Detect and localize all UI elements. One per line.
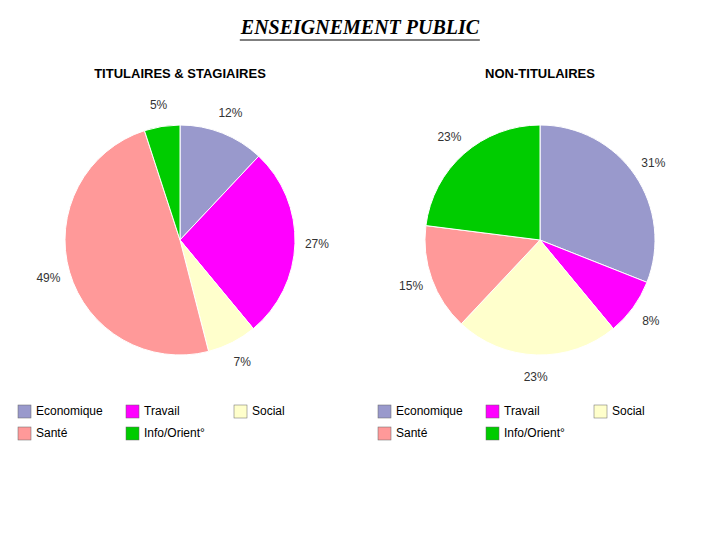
data-label: 27%: [305, 237, 329, 251]
data-label: 8%: [642, 314, 660, 328]
legend-item: Social: [594, 404, 645, 418]
pie-slice: [144, 125, 180, 240]
legend-label: Economique: [36, 404, 103, 418]
legend-label: Santé: [396, 426, 428, 440]
legend-item: Economique: [18, 404, 103, 418]
legend: Economique Travail Social Santé Info/Orient°: [378, 404, 645, 440]
legend-label: Travail: [504, 404, 540, 418]
pie-slice: [425, 226, 540, 324]
legend-swatch: [378, 405, 391, 418]
pie-slice: [65, 131, 209, 355]
legend: Economique Travail Social Santé Info/Orient°: [18, 404, 285, 440]
legend-swatch: [18, 427, 31, 440]
data-labels: 31% 8% 23% 15% 23%: [399, 130, 666, 384]
chart-title: TITULAIRES & STAGIAIRES: [94, 66, 266, 81]
data-label: 7%: [234, 355, 252, 369]
data-labels: 12% 27% 7% 49% 5%: [36, 98, 329, 369]
pie-panel: TITULAIRES & STAGIAIRES 12% 27% 7% 49% 5% Econ…: [18, 66, 329, 440]
legend-item: Travail: [126, 404, 180, 418]
slices: [65, 125, 295, 355]
legend-swatch: [18, 405, 31, 418]
legend-swatch: [126, 405, 139, 418]
legend-item: Info/Orient°: [126, 426, 205, 440]
legend-label: Economique: [396, 404, 463, 418]
data-label: 23%: [437, 130, 461, 144]
data-label: 5%: [150, 98, 168, 112]
title: ENSEIGNEMENT PUBLIC: [240, 16, 480, 38]
legend-swatch: [126, 427, 139, 440]
legend-label: Social: [612, 404, 645, 418]
legend-item: Santé: [378, 426, 428, 440]
legend-label: Santé: [36, 426, 68, 440]
legend-swatch: [378, 427, 391, 440]
data-label: 12%: [218, 106, 242, 120]
data-label: 15%: [399, 279, 423, 293]
legend-label: Info/Orient°: [144, 426, 205, 440]
legend-label: Social: [252, 404, 285, 418]
legend-label: Info/Orient°: [504, 426, 565, 440]
pie-slice: [426, 125, 540, 240]
chart: ENSEIGNEMENT PUBLIC TITULAIRES & STAGIAIR…: [0, 0, 720, 540]
legend-swatch: [594, 405, 607, 418]
title-underline: [240, 40, 480, 41]
legend-item: Info/Orient°: [486, 426, 565, 440]
legend-item: Santé: [18, 426, 68, 440]
pie-panel: NON-TITULAIRES 31% 8% 23% 15% 23% Economique Tr…: [378, 66, 666, 440]
data-label: 49%: [36, 271, 60, 285]
data-label: 23%: [524, 370, 548, 384]
slices: [425, 125, 655, 355]
legend-item: Economique: [378, 404, 463, 418]
legend-swatch: [234, 405, 247, 418]
chart-title: NON-TITULAIRES: [485, 66, 595, 81]
legend-item: Social: [234, 404, 285, 418]
legend-item: Travail: [486, 404, 540, 418]
legend-swatch: [486, 427, 499, 440]
data-label: 31%: [641, 156, 665, 170]
legend-swatch: [486, 405, 499, 418]
legend-label: Travail: [144, 404, 180, 418]
